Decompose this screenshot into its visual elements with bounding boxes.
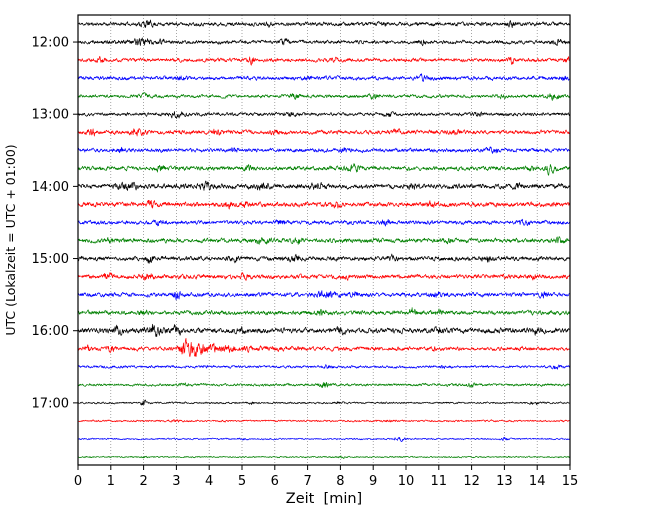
plot-border xyxy=(77,14,571,466)
trace-12:00 xyxy=(78,37,570,47)
trace-16:00 xyxy=(78,323,570,337)
trace-16:30 xyxy=(78,364,570,370)
trace-13:15 xyxy=(78,128,570,137)
x-tick-label-11: 11 xyxy=(431,474,448,489)
x-tick-label-0: 0 xyxy=(74,474,82,489)
trace-12:30 xyxy=(78,73,570,82)
trace-layer xyxy=(78,19,570,459)
x-tick-label-1: 1 xyxy=(107,474,115,489)
trace-13:45 xyxy=(78,163,570,176)
trace-14:30 xyxy=(78,218,570,227)
x-tick-label-4: 4 xyxy=(205,474,213,489)
trace-15:15 xyxy=(78,271,570,281)
trace-13:00 xyxy=(78,111,570,119)
y-tick-label-12:00: 12:00 xyxy=(32,36,69,51)
x-tick-label-12: 12 xyxy=(463,474,480,489)
y-tick-label-15:00: 15:00 xyxy=(32,252,69,267)
y-axis-label: UTC (Lokalzeit = UTC + 01:00) xyxy=(3,144,18,335)
trace-17:15 xyxy=(78,419,570,423)
x-tick-label-5: 5 xyxy=(238,474,246,489)
x-tick-label-13: 13 xyxy=(496,474,513,489)
x-axis-label: Zeit [min] xyxy=(286,491,362,507)
trace-17:45 xyxy=(78,455,570,459)
x-tick-label-8: 8 xyxy=(336,474,344,489)
trace-15:30 xyxy=(78,290,570,301)
trace-15:45 xyxy=(78,307,570,316)
trace-15:00 xyxy=(78,253,570,264)
trace-12:15 xyxy=(78,56,570,66)
x-tick-label-3: 3 xyxy=(172,474,180,489)
x-tick-label-15: 15 xyxy=(562,474,579,489)
trace-14:15 xyxy=(78,199,570,210)
trace-17:30 xyxy=(78,436,570,442)
trace-12:45 xyxy=(78,92,570,101)
trace-16:45 xyxy=(78,381,570,388)
x-tick-label-2: 2 xyxy=(139,474,147,489)
trace-14:45 xyxy=(78,236,570,245)
trace-13:30 xyxy=(78,146,570,154)
x-tick-label-14: 14 xyxy=(529,474,546,489)
x-tick-label-6: 6 xyxy=(271,474,279,489)
trace-11:45 xyxy=(78,19,570,29)
trace-14:00 xyxy=(78,180,570,191)
tick-layer: 0 1 2 3 4 5 6 7 8 9 10 11 12 13 14 1512:0013:0014:0015:… xyxy=(32,36,579,489)
x-tick-label-7: 7 xyxy=(303,474,311,489)
y-tick-label-16:00: 16:00 xyxy=(32,324,69,339)
trace-16:15 xyxy=(78,337,570,358)
x-tick-label-9: 9 xyxy=(369,474,377,489)
x-tick-label-10: 10 xyxy=(398,474,415,489)
y-tick-label-17:00: 17:00 xyxy=(32,396,69,411)
trace-17:00 xyxy=(78,399,570,406)
y-tick-label-13:00: 13:00 xyxy=(32,108,69,123)
y-tick-label-14:00: 14:00 xyxy=(32,180,69,195)
